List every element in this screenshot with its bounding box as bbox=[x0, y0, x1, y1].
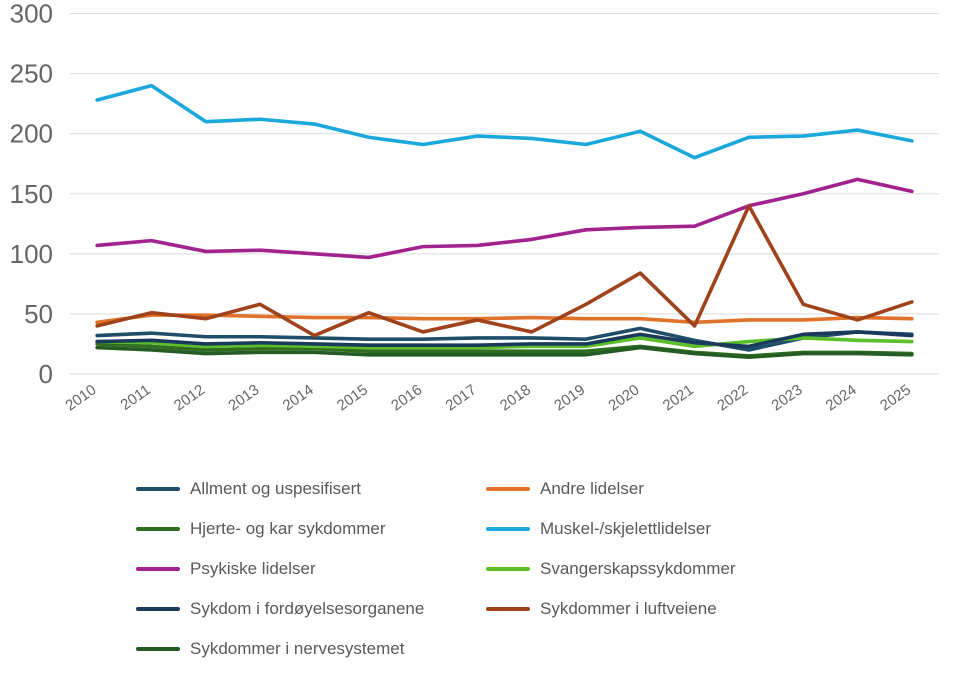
svg-text:50: 50 bbox=[24, 299, 53, 329]
svg-text:2012: 2012 bbox=[171, 381, 208, 414]
svg-text:200: 200 bbox=[10, 119, 53, 149]
svg-text:2018: 2018 bbox=[497, 381, 534, 414]
svg-text:2024: 2024 bbox=[823, 381, 860, 414]
svg-text:2022: 2022 bbox=[714, 381, 751, 414]
svg-text:2014: 2014 bbox=[280, 381, 317, 414]
svg-text:300: 300 bbox=[10, 0, 53, 29]
svg-text:0: 0 bbox=[39, 359, 53, 389]
svg-text:150: 150 bbox=[10, 179, 53, 209]
svg-text:2020: 2020 bbox=[605, 381, 642, 414]
svg-text:250: 250 bbox=[10, 59, 53, 89]
svg-text:2011: 2011 bbox=[118, 381, 154, 413]
svg-text:2015: 2015 bbox=[334, 381, 371, 414]
svg-text:2025: 2025 bbox=[877, 381, 914, 414]
svg-text:2019: 2019 bbox=[551, 381, 588, 414]
svg-text:2013: 2013 bbox=[225, 381, 262, 414]
svg-text:2023: 2023 bbox=[768, 381, 805, 414]
svg-text:2016: 2016 bbox=[388, 381, 425, 414]
svg-text:2021: 2021 bbox=[660, 381, 697, 414]
svg-text:2010: 2010 bbox=[62, 381, 99, 414]
svg-text:100: 100 bbox=[10, 239, 53, 269]
svg-text:2017: 2017 bbox=[443, 381, 480, 414]
